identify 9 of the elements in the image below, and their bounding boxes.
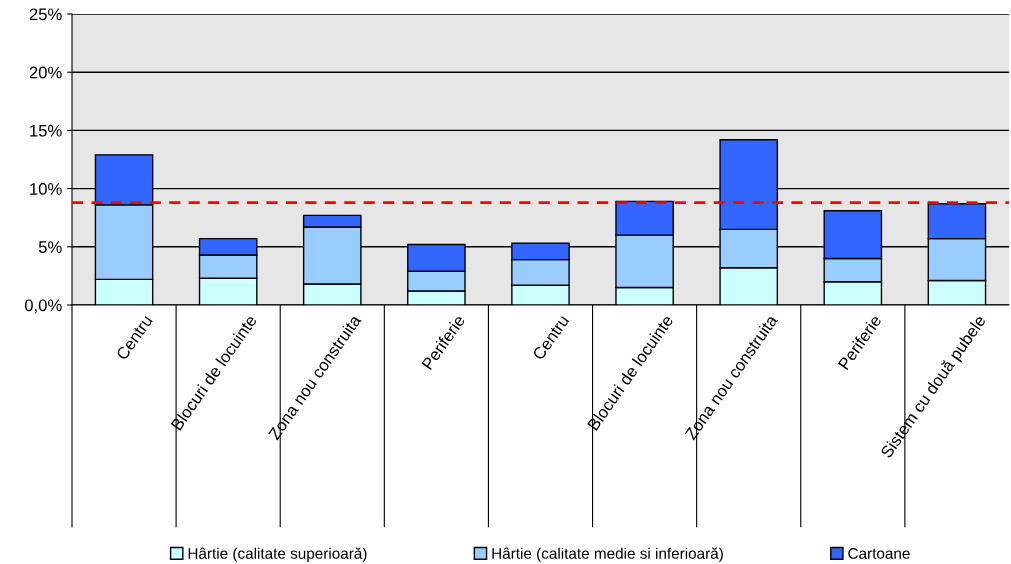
legend-label: Cartoane: [848, 548, 910, 559]
y-tick-label: 0,0%: [24, 299, 62, 314]
y-tick-label: 10%: [30, 183, 62, 195]
y-tick-label: 25%: [29, 8, 62, 21]
y-tick-label: 15%: [30, 124, 62, 137]
legend-label: Hârtie (calitate medie si inferioară): [492, 547, 723, 562]
y-tick-label: 20%: [29, 66, 62, 79]
y-tick-label: 5%: [38, 241, 62, 253]
legend-label: Hârtie (calitate superioară): [188, 547, 367, 562]
